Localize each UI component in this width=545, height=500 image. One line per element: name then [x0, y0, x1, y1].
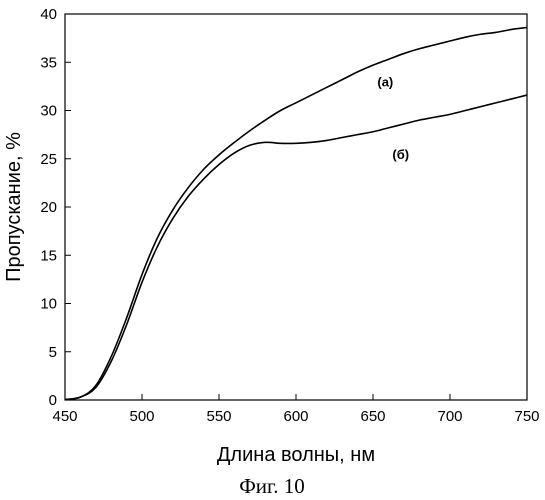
- y-tick-label: 35: [40, 54, 57, 71]
- y-tick-label: 10: [40, 296, 57, 313]
- series-annotation: (б): [392, 147, 409, 162]
- series-layer: [65, 28, 527, 400]
- figure-caption: Фиг. 10: [239, 474, 305, 498]
- y-tick-label: 40: [40, 6, 57, 23]
- y-tick-label: 5: [49, 344, 57, 361]
- x-tick-label: 500: [129, 408, 154, 425]
- x-tick-label: 550: [206, 408, 231, 425]
- series-annotation: (а): [377, 74, 393, 89]
- y-axis-title: Пропускание, %: [3, 132, 25, 282]
- x-tick-label: 600: [283, 408, 308, 425]
- x-tick-label: 650: [360, 408, 385, 425]
- x-tick-label: 450: [52, 408, 77, 425]
- plot-frame: [65, 14, 527, 400]
- y-axis-ticks: 0 5 10 15 20 25 30 35 40: [40, 6, 71, 409]
- series-line-0: [65, 28, 527, 400]
- x-tick-label: 750: [514, 408, 539, 425]
- y-tick-label: 15: [40, 247, 57, 264]
- y-tick-label: 0: [49, 392, 57, 409]
- annotation-layer: (а) (б): [377, 74, 409, 161]
- y-tick-label: 25: [40, 151, 57, 168]
- y-tick-label: 30: [40, 103, 57, 120]
- x-axis-title: Длина волны, нм: [217, 444, 375, 466]
- x-tick-label: 700: [437, 408, 462, 425]
- x-axis-ticks: 450 500 550 600 650 700 750: [52, 394, 539, 425]
- y-tick-label: 20: [40, 199, 57, 216]
- series-line-1: [65, 95, 527, 399]
